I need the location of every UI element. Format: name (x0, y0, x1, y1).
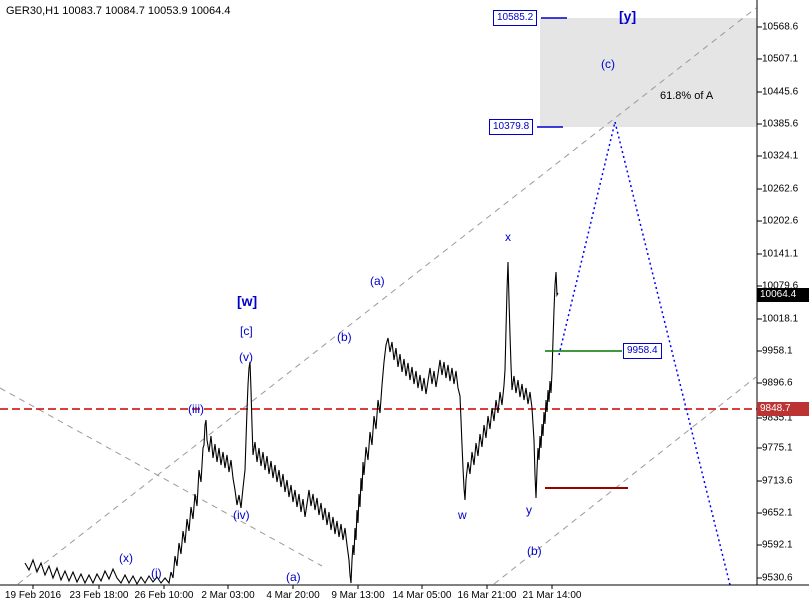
price-axis-label: 10262.6 (762, 183, 799, 195)
price-axis-label: 10141.1 (762, 248, 799, 260)
level-price-box[interactable]: 9958.4 (623, 343, 662, 359)
wave-label-x[interactable]: x (505, 230, 511, 244)
price-axis-label: 10018.1 (762, 313, 799, 325)
price-axis-label: 10324.1 (762, 150, 799, 162)
price-axis-label: 9592.1 (762, 539, 793, 551)
wave-label-w[interactable]: [w] (237, 293, 258, 309)
wave-label-iv[interactable]: (iv) (233, 508, 250, 522)
wave-label-c[interactable]: (c) (601, 57, 615, 71)
price-axis-label: 9530.6 (762, 572, 793, 584)
wave-label-v[interactable]: (v) (239, 350, 253, 364)
wave-label-i[interactable]: (i) (151, 566, 162, 580)
channel-upper-trendline[interactable] (17, 7, 757, 585)
wave-label-y[interactable]: [y] (619, 8, 637, 24)
current-bid-box: 10064.4 (757, 288, 809, 302)
price-axis-label: 9775.1 (762, 442, 793, 454)
support-level-box: 9848.7 (757, 402, 809, 416)
time-axis-label: 14 Mar 05:00 (392, 590, 452, 601)
wave-label-c[interactable]: [c] (240, 324, 253, 338)
time-axis-label: 9 Mar 13:00 (331, 590, 385, 601)
wave-label-y[interactable]: y (526, 503, 532, 517)
price-axis-label: 10385.6 (762, 118, 799, 130)
wave-label-w[interactable]: w (458, 508, 467, 522)
price-axis-label: 9958.1 (762, 345, 793, 357)
price-axis-label: 9713.6 (762, 475, 793, 487)
wave-label-a[interactable]: (a) (370, 274, 385, 288)
projection-up-line[interactable] (558, 121, 616, 356)
price-axis-label: 9896.6 (762, 377, 793, 389)
target-zone[interactable] (540, 18, 757, 127)
price-axis-label: 9835.1 (762, 412, 793, 424)
wave-label-a[interactable]: (a) (286, 570, 301, 584)
price-axis-label: 10445.6 (762, 86, 799, 98)
wave-label-x[interactable]: (x) (119, 551, 133, 565)
time-axis-label: 26 Feb 10:00 (134, 590, 194, 601)
target-lower-price-box[interactable]: 10379.8 (489, 119, 534, 135)
target-upper-price-box[interactable]: 10585.2 (493, 10, 538, 26)
price-axis-label: 9652.1 (762, 507, 793, 519)
wave-label-b[interactable]: (b) (527, 544, 542, 558)
price-axis-label: 10507.1 (762, 53, 799, 65)
price-axis-label: 10202.6 (762, 215, 799, 227)
time-axis-label: 19 Feb 2016 (4, 590, 62, 601)
wave-label-b[interactable]: (b) (337, 330, 352, 344)
fib-annotation: 61.8% of A (660, 90, 714, 102)
chart-title-ohlc: GER30,H1 10083.7 10084.7 10053.9 10064.4 (6, 5, 231, 17)
time-axis-label: 23 Feb 18:00 (69, 590, 129, 601)
time-axis-label: 21 Mar 14:00 (522, 590, 582, 601)
price-axis-label: 10568.6 (762, 21, 799, 33)
time-axis-label: 4 Mar 20:00 (266, 590, 320, 601)
time-axis-label: 16 Mar 21:00 (457, 590, 517, 601)
time-axis-label: 2 Mar 03:00 (201, 590, 255, 601)
wave-label-iii[interactable]: (iii) (188, 402, 204, 416)
price-axis-label: 10079.6 (762, 280, 799, 292)
channel-lower-trendline[interactable] (493, 376, 757, 585)
price-path (24, 261, 559, 586)
